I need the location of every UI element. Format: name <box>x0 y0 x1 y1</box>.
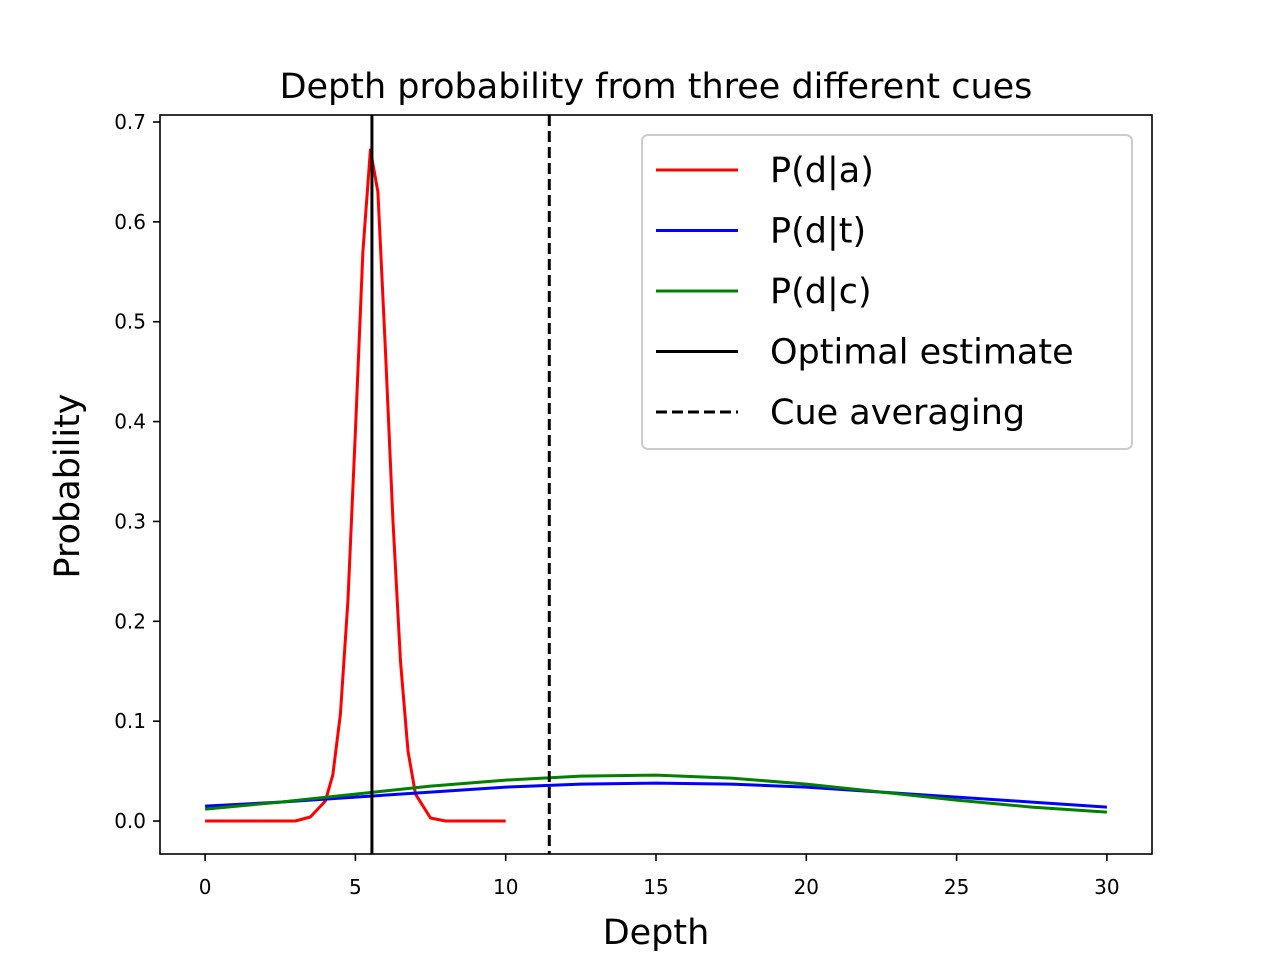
x-tick-label: 30 <box>1094 875 1119 899</box>
series-p-d-c-line <box>204 773 1107 814</box>
x-tick-label: 0 <box>199 875 212 899</box>
x-tick-label: 20 <box>794 875 819 899</box>
legend-label: P(d|c) <box>770 272 872 312</box>
y-axis-label: Probability <box>48 393 88 578</box>
y-tick-label: 0.0 <box>114 809 146 833</box>
x-tick-label: 15 <box>643 875 668 899</box>
legend: P(d|a) P(d|t) P(d|c) Optimal estimate Cue av… <box>641 134 1133 450</box>
axes: 0 5 10 15 20 25 30 0.0 0.1 0.2 0.3 0.4 0.5 0.6 0.7 <box>114 110 1153 899</box>
y-tick-label: 0.4 <box>114 410 146 434</box>
series-p-d-t-line <box>205 781 1107 809</box>
y-tick-label: 0.3 <box>114 509 146 533</box>
legend-label: P(d|t) <box>770 212 866 252</box>
y-tick-label: 0.5 <box>114 310 146 334</box>
legend-label: Cue averaging <box>770 393 1025 433</box>
y-tick-label: 0.6 <box>114 210 146 234</box>
chart-title: Depth probability from three different c… <box>280 67 1033 107</box>
legend-label: P(d|a) <box>770 151 874 191</box>
x-tick-label: 5 <box>349 875 362 899</box>
legend-box <box>641 134 1133 450</box>
x-tick-label: 25 <box>944 875 969 899</box>
y-tick-label: 0.7 <box>114 110 146 134</box>
legend-label: Optimal estimate <box>770 333 1074 373</box>
plot-area <box>204 115 1107 854</box>
y-tick-label: 0.1 <box>114 709 146 733</box>
x-tick-label: 10 <box>493 875 518 899</box>
y-tick-label: 0.2 <box>114 609 146 633</box>
x-axis-label: Depth <box>603 913 710 953</box>
